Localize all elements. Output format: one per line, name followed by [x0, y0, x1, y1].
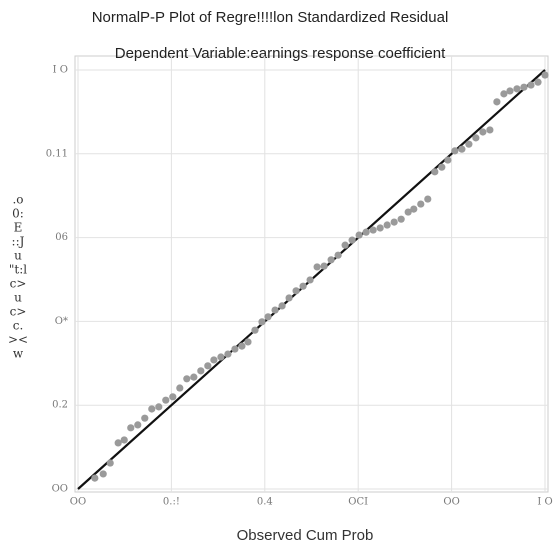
point [362, 228, 370, 236]
point [431, 168, 439, 176]
y-axis-label: "t:l [9, 263, 27, 277]
point [114, 439, 122, 447]
y-tick-label: O* [55, 316, 68, 327]
point [204, 362, 212, 370]
y-tick-label: 0.11 [46, 148, 68, 159]
point [106, 459, 114, 467]
point [197, 367, 205, 375]
y-axis-label: c> [10, 277, 27, 291]
point [541, 71, 549, 79]
point [369, 226, 377, 234]
point [217, 353, 225, 361]
point [465, 140, 473, 148]
point [190, 373, 198, 381]
chart-title: NormalP-P Plot of Regre!!!!lon Standardi… [92, 9, 449, 26]
y-tick-label: 06 [55, 232, 68, 243]
y-axis-label: ::J [12, 235, 25, 249]
point [320, 262, 328, 270]
point [162, 396, 170, 404]
chart-subtitle: Dependent Variable:earnings response coe… [115, 45, 446, 62]
point [486, 126, 494, 134]
point [410, 205, 418, 213]
point [458, 145, 466, 153]
point [134, 421, 142, 429]
point [176, 384, 184, 392]
point [472, 134, 480, 142]
point [91, 474, 99, 482]
x-tick-label: I O [537, 497, 552, 508]
point [334, 251, 342, 259]
y-axis-label: c. [13, 319, 24, 333]
point [438, 163, 446, 171]
point [127, 424, 135, 432]
point [292, 287, 300, 295]
point [183, 375, 191, 383]
point [251, 326, 259, 334]
point [506, 87, 514, 95]
point [264, 313, 272, 321]
point [231, 345, 239, 353]
point [500, 90, 508, 98]
point [404, 208, 412, 216]
point [534, 78, 542, 86]
x-tick-label: OO [70, 497, 86, 508]
plot-frame [74, 55, 549, 493]
point [397, 215, 405, 223]
y-axis-label: .o [12, 193, 23, 207]
point [299, 282, 307, 290]
point [417, 200, 425, 208]
point [99, 470, 107, 478]
y-axis-label: >< [8, 333, 28, 347]
y-tick-label: 0.2 [52, 400, 68, 411]
point [444, 156, 452, 164]
point [341, 241, 349, 249]
y-axis-label: u [14, 249, 22, 263]
point [493, 98, 501, 106]
point [451, 147, 459, 155]
point [224, 350, 232, 358]
point [313, 263, 321, 271]
point [513, 85, 521, 93]
point [355, 231, 363, 239]
x-tick-label: OO [443, 497, 459, 508]
point [390, 218, 398, 226]
point [120, 436, 128, 444]
point [238, 342, 246, 350]
point [327, 256, 335, 264]
y-tick-label: I O [53, 65, 68, 76]
point [348, 236, 356, 244]
y-axis-label: 0: [12, 207, 24, 221]
x-axis-label: Observed Cum Prob [237, 527, 374, 544]
point [527, 81, 535, 89]
y-axis-label: u [14, 291, 22, 305]
x-tick-label: OCI [348, 497, 368, 508]
point [383, 221, 391, 229]
point [479, 128, 487, 136]
y-axis-label: E [14, 221, 23, 235]
y-axis-label: c> [10, 305, 27, 319]
point [148, 405, 156, 413]
point [210, 356, 218, 364]
point [376, 224, 384, 232]
point [155, 403, 163, 411]
point [244, 338, 252, 346]
point [258, 318, 266, 326]
point [306, 276, 314, 284]
x-tick-label: 0.4 [257, 497, 273, 508]
point [285, 294, 293, 302]
y-axis-label: w [13, 347, 24, 361]
point [278, 302, 286, 310]
point [520, 83, 528, 91]
point [424, 195, 432, 203]
point [271, 306, 279, 314]
point [169, 393, 177, 401]
point [141, 414, 149, 422]
y-tick-label: OO [52, 484, 68, 495]
x-tick-label: 0.:! [163, 497, 180, 508]
